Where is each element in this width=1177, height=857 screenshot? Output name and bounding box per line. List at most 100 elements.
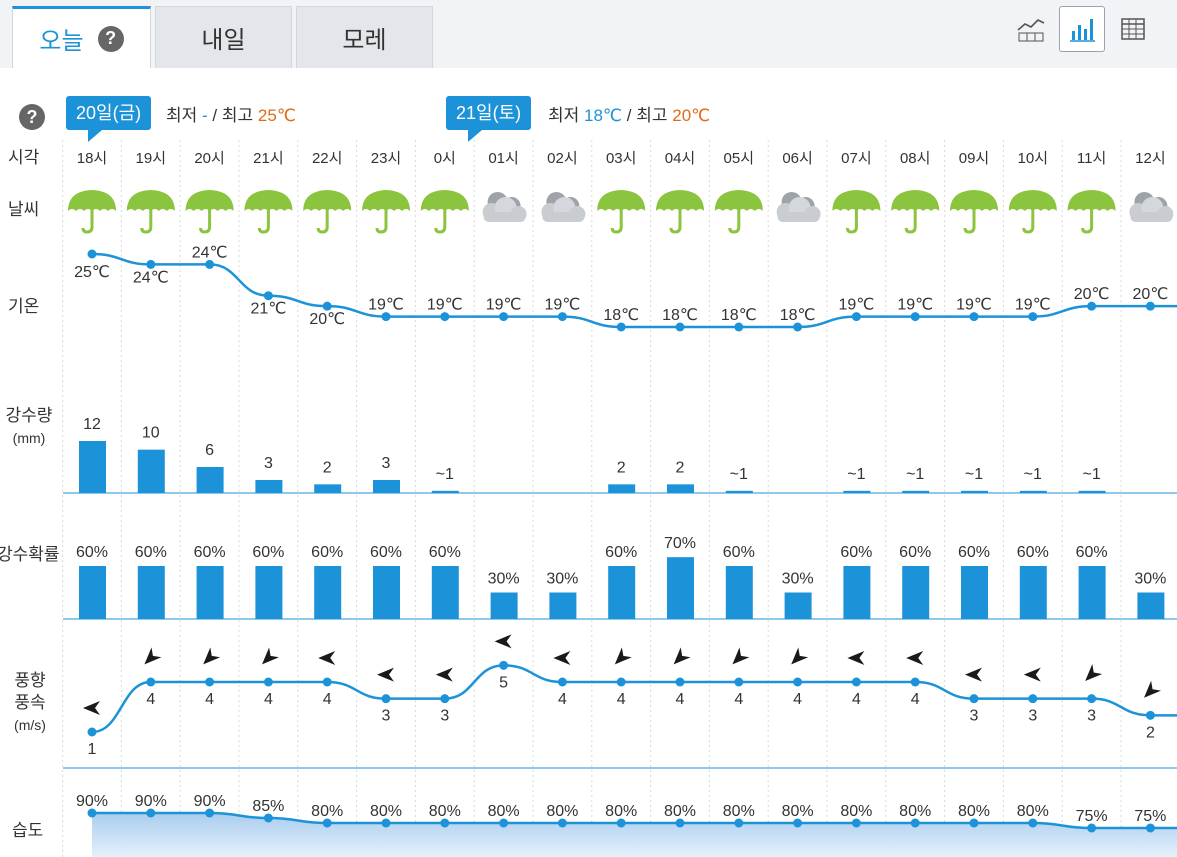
min-temp: - [202, 106, 208, 125]
prob-bar [79, 566, 106, 619]
table-view-button[interactable] [1110, 6, 1156, 52]
umbrella-canopy [185, 190, 234, 211]
bar-chart-view-button[interactable] [1059, 6, 1105, 52]
precip-label: 3 [382, 455, 391, 472]
temperature-label: 19℃ [368, 297, 404, 314]
humidity-point [146, 808, 156, 818]
prob-label: 60% [1076, 544, 1108, 561]
umbrella-icon [126, 190, 175, 234]
temperature-label: 20℃ [1074, 286, 1110, 303]
precip-bar [1078, 490, 1106, 493]
cloud-part [777, 212, 820, 222]
umbrella-handle [140, 209, 153, 234]
wind-speed-label: 4 [205, 691, 214, 708]
wind-point [322, 677, 332, 687]
tab-day-after[interactable]: 모레 [296, 6, 433, 68]
umbrella-handle [316, 209, 329, 234]
temperature-point [322, 301, 332, 311]
wind-speed-label: 4 [264, 691, 273, 708]
humidity-point [1087, 823, 1097, 833]
line-chart-view-button[interactable] [1008, 6, 1054, 52]
temperature-point [675, 322, 685, 332]
umbrella-icon [950, 190, 998, 234]
precip-bar [373, 480, 400, 493]
umbrella-handle [1022, 209, 1035, 234]
umbrella-canopy [362, 190, 410, 211]
cloud-icon [776, 192, 821, 222]
precip-bar [667, 484, 694, 493]
umbrella-icon [362, 190, 410, 234]
wind-arrow-icon [144, 647, 162, 665]
umbrella-icon [1008, 190, 1057, 234]
precip-bar [902, 490, 930, 493]
humidity-point [851, 818, 861, 828]
wind-speed-label: 5 [499, 674, 508, 691]
cloud-icon [1129, 192, 1174, 222]
help-icon[interactable]: ? [97, 25, 124, 52]
wind-speed-label: 풍속 [14, 693, 46, 713]
wind-point [793, 677, 803, 687]
humidity-label: 90% [194, 793, 226, 810]
time-label: 04시 [665, 150, 696, 167]
temperature-label: 24℃ [133, 269, 169, 286]
wind-arrow-shape [614, 647, 632, 665]
temperature-point [1028, 312, 1038, 322]
prob-bar [784, 592, 812, 619]
wind-arrow-icon [494, 634, 512, 649]
umbrella-canopy [1008, 190, 1057, 211]
precip-label: ~1 [906, 466, 924, 483]
day-badge-fri: 20일(금) [66, 96, 152, 142]
time-label: 03시 [606, 150, 637, 167]
tab-today[interactable]: 오늘 ? [12, 6, 151, 68]
wind-speed-label: 3 [1087, 708, 1096, 725]
wind-speed-label: 4 [617, 691, 626, 708]
max-temp: 25℃ [257, 106, 296, 125]
umbrella-handle [845, 209, 858, 234]
precip-label: ~1 [730, 466, 748, 483]
umbrella-canopy [420, 190, 469, 211]
umbrella-handle [904, 209, 917, 234]
wind-point [616, 677, 626, 687]
prob-label: 60% [194, 544, 226, 561]
cloud-icon [541, 192, 586, 222]
wind-speed-label: 2 [1146, 724, 1155, 741]
prob-bar [725, 566, 753, 619]
tab-tomorrow[interactable]: 내일 [155, 6, 292, 68]
cloud-icon [482, 192, 527, 222]
precip-label: 2 [323, 459, 332, 476]
humidity-label: 80% [488, 803, 520, 820]
humidity-label: 80% [664, 803, 696, 820]
wind-speed-label: 4 [146, 691, 155, 708]
precip-label: 2 [617, 459, 626, 476]
cloud-part [542, 212, 585, 222]
humidity-point [616, 818, 626, 828]
umbrella-icon [891, 190, 940, 234]
temperature-point [557, 312, 567, 322]
temperature-label: 19℃ [839, 297, 875, 314]
time-label: 11시 [1077, 150, 1106, 167]
wind-speed-label: 4 [911, 691, 920, 708]
row-label-precip: 강수량 (mm) [3, 405, 55, 449]
prob-label: 30% [1134, 571, 1166, 588]
temperature-point [1087, 301, 1097, 311]
prob-label: 60% [76, 544, 108, 561]
wind-arrow-shape [203, 647, 221, 665]
wind-point [263, 677, 273, 687]
wind-arrow-shape [1085, 664, 1103, 682]
humidity-point [205, 808, 215, 818]
prob-bar [490, 592, 518, 619]
wind-arrow-shape [318, 651, 336, 665]
time-label: 12시 [1135, 150, 1166, 167]
humidity-label: 90% [76, 793, 108, 810]
humidity-point [969, 818, 979, 828]
precip-bar [1019, 490, 1047, 493]
humidity-label: 75% [1134, 808, 1166, 825]
temperature-label: 18℃ [662, 307, 698, 324]
umbrella-canopy [68, 190, 116, 211]
wind-arrow-shape [906, 651, 924, 665]
prob-label: 30% [546, 571, 578, 588]
precip-bar [961, 490, 988, 493]
precip-label: ~1 [1024, 466, 1042, 483]
wind-arrow-shape [377, 667, 394, 682]
help-icon[interactable]: ? [19, 104, 45, 130]
